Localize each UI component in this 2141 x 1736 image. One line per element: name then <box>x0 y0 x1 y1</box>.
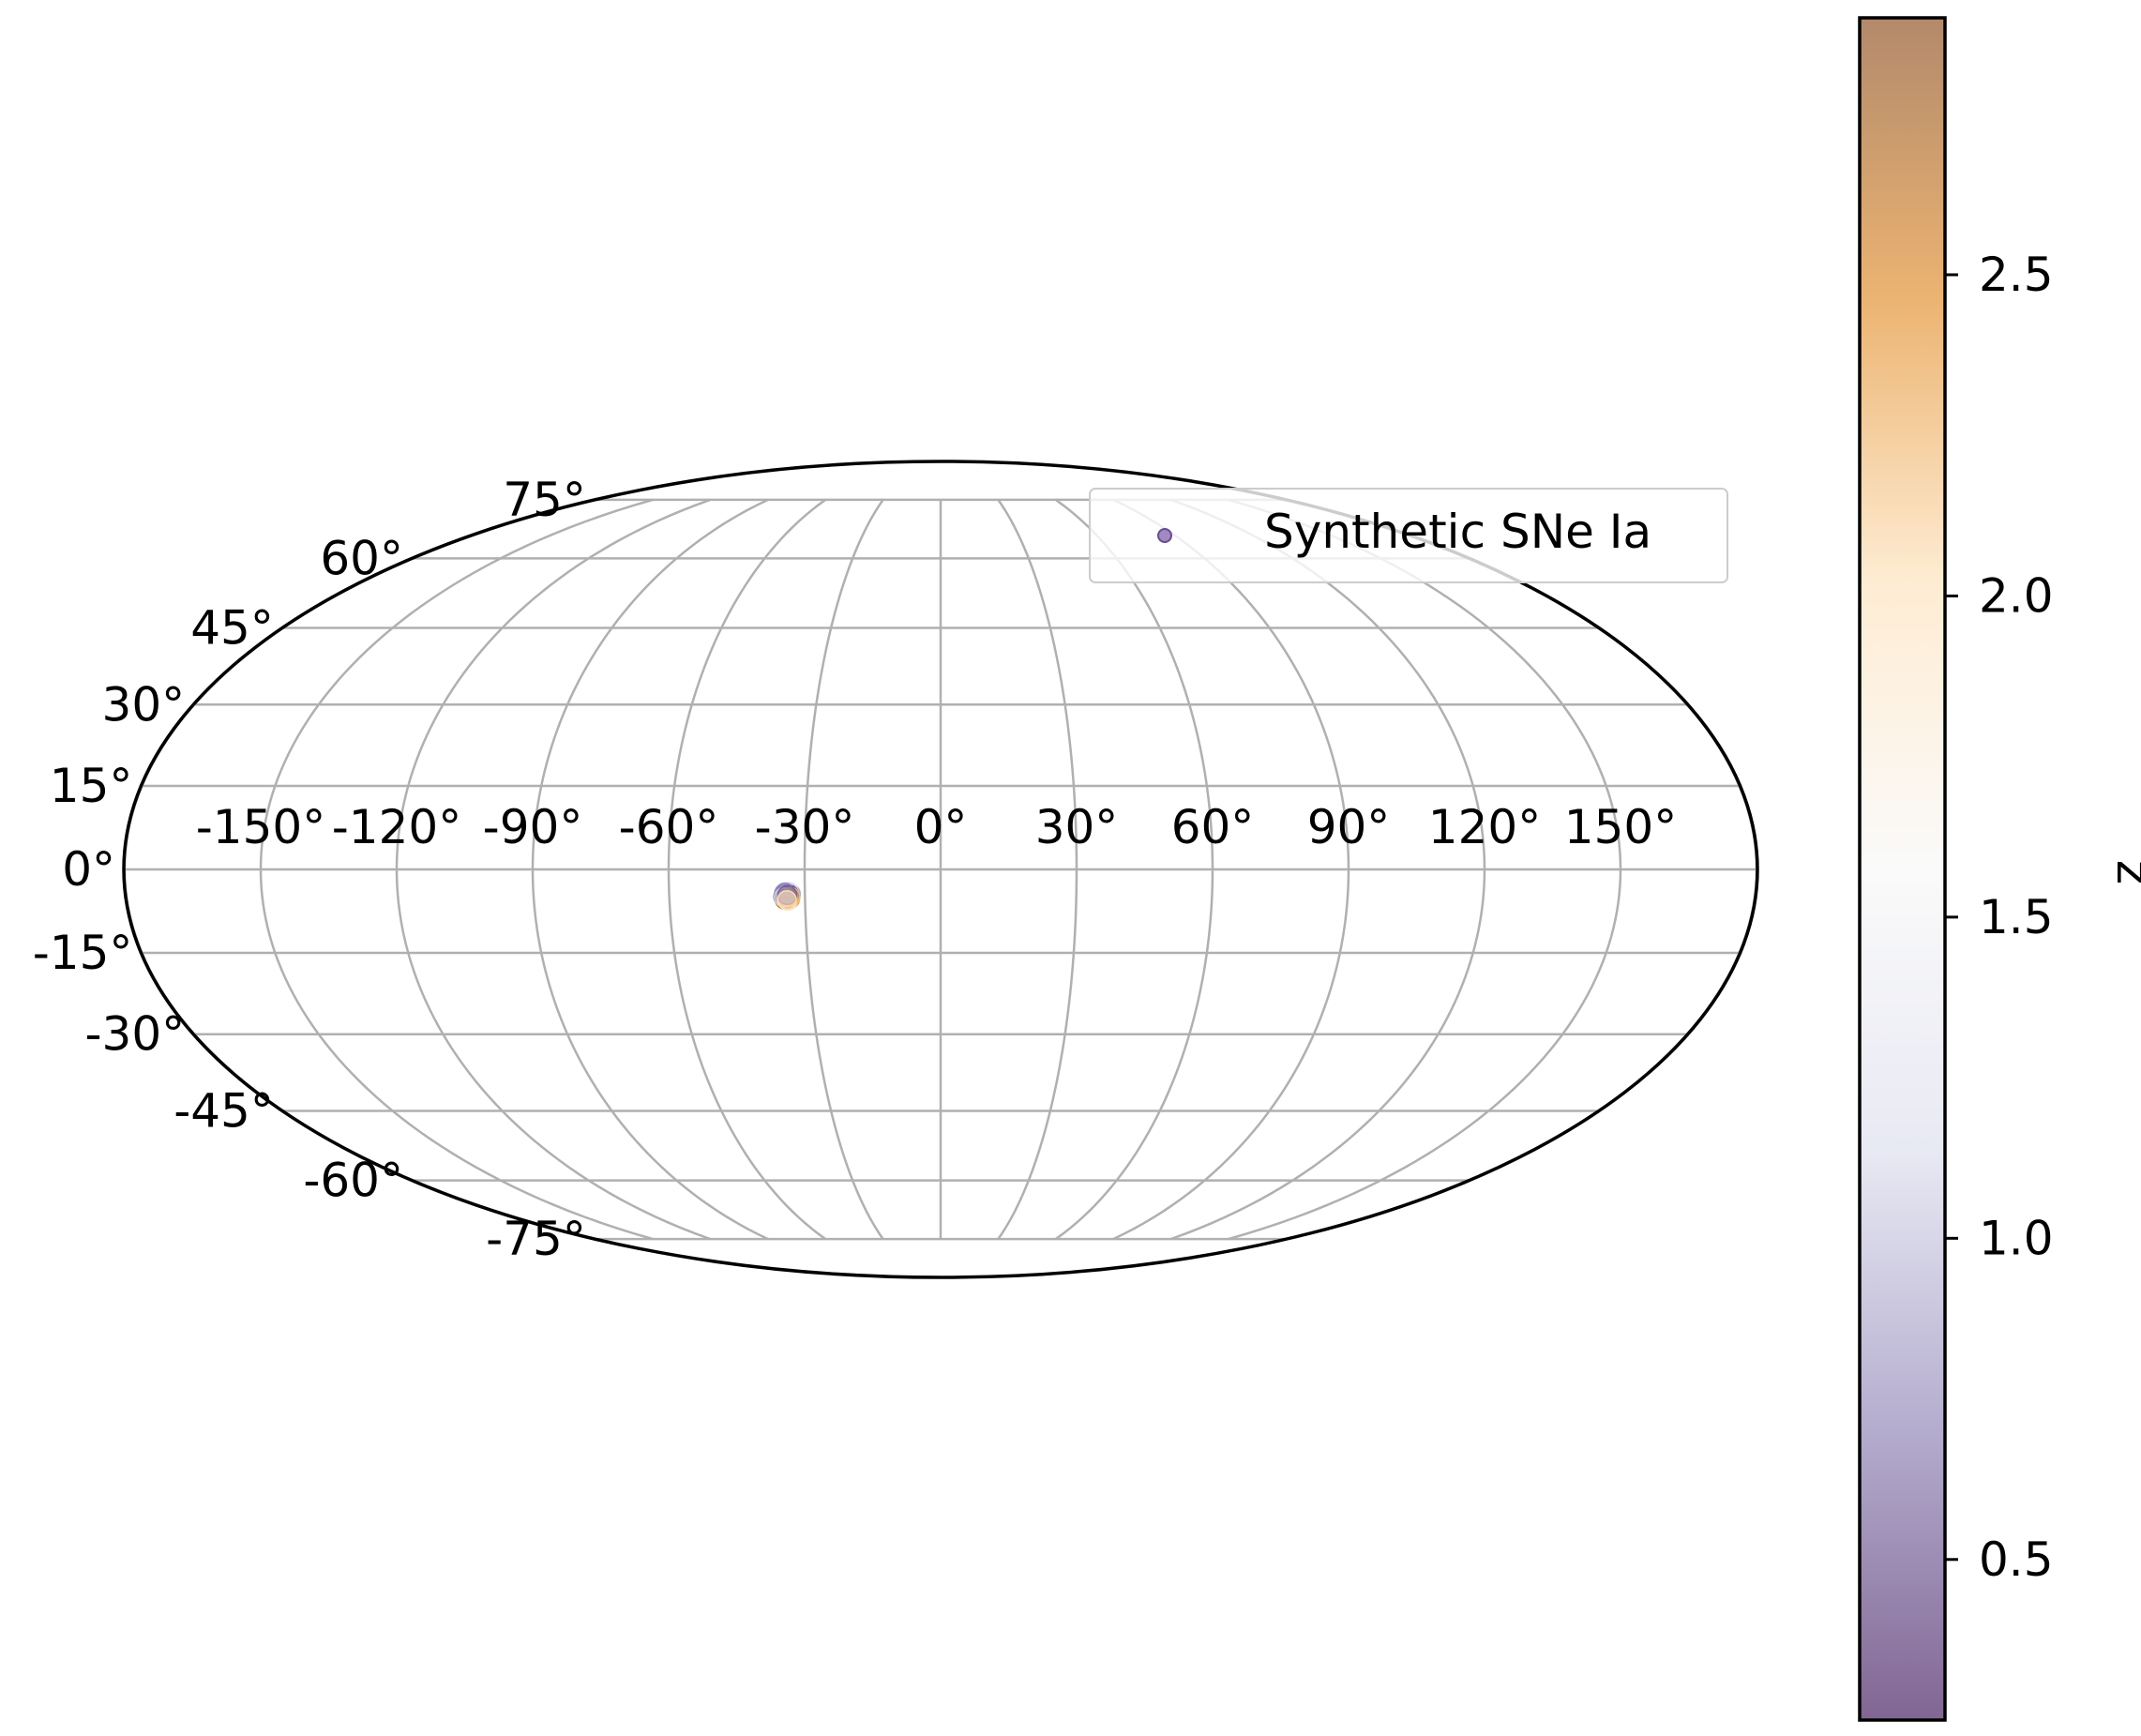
meridian-line <box>803 499 884 1240</box>
y-tick-label: -75° <box>486 1212 586 1266</box>
colorbar-frame <box>1858 16 1947 1722</box>
legend: Synthetic SNe Ia <box>1089 488 1728 583</box>
meridian-line <box>1054 498 1214 1241</box>
x-tick-label: -30° <box>755 800 855 854</box>
x-tick-label: 60° <box>1171 800 1255 854</box>
meridian-line <box>395 498 711 1241</box>
colorbar-tick-label: 2.5 <box>1979 248 2054 302</box>
x-tick-label: 30° <box>1035 800 1119 854</box>
y-tick-label: -30° <box>84 1007 185 1062</box>
x-tick-label: 150° <box>1564 800 1677 854</box>
x-tick-label: -120° <box>332 800 461 854</box>
y-tick-label: -45° <box>173 1084 274 1139</box>
meridian-line <box>997 499 1078 1240</box>
graticule <box>124 498 1757 1241</box>
meridian-line <box>667 498 827 1241</box>
colorbar: 0.5 1.0 1.5 2.0 2.5 z <box>1858 16 2141 1722</box>
y-tick-label: 45° <box>190 600 274 655</box>
y-tick-label: 30° <box>102 677 186 732</box>
legend-label: Synthetic SNe Ia <box>1264 505 1651 559</box>
x-tick-labels: -150° -120° -90° -60° -30° 0° 30° 60° 90° 120° 150… <box>196 800 1677 854</box>
map-boundary <box>122 460 1759 1279</box>
y-tick-label: -15° <box>33 926 133 980</box>
y-tick-label: 75° <box>503 473 586 527</box>
x-tick-label: 0° <box>914 800 968 854</box>
x-tick-label: 90° <box>1307 800 1391 854</box>
meridian-line <box>1170 498 1486 1241</box>
data-point <box>776 890 797 911</box>
colorbar-ticks: 0.5 1.0 1.5 2.0 2.5 <box>1945 248 2054 1587</box>
x-tick-label: -60° <box>619 800 719 854</box>
legend-marker <box>1157 528 1172 543</box>
x-tick-label: 120° <box>1428 800 1541 854</box>
meridian-line <box>1228 498 1622 1241</box>
y-tick-label: 60° <box>320 531 403 585</box>
y-tick-labels: -75° -60° -45° -30° -15° 0° 15° 30°45° 60° 75° <box>33 473 586 1266</box>
meridian-line <box>531 498 769 1241</box>
y-tick-label: 15° <box>50 759 133 813</box>
y-tick-label: -60° <box>303 1154 403 1208</box>
meridian-line <box>1112 498 1350 1241</box>
colorbar-tick-label: 1.0 <box>1979 1211 2054 1265</box>
legend-box <box>1089 488 1728 583</box>
meridian-line <box>259 498 654 1241</box>
scatter-points <box>773 882 802 912</box>
y-tick-label: 0° <box>62 842 115 897</box>
colorbar-tick-label: 0.5 <box>1979 1532 2054 1587</box>
colorbar-tick-label: 1.5 <box>1979 890 2054 944</box>
colorbar-label: z <box>2106 860 2141 884</box>
colorbar-gradient <box>1860 18 1945 1720</box>
x-tick-label: -90° <box>483 800 583 854</box>
colorbar-tick-label: 2.0 <box>1979 568 2054 623</box>
x-tick-label: -150° <box>196 800 325 854</box>
